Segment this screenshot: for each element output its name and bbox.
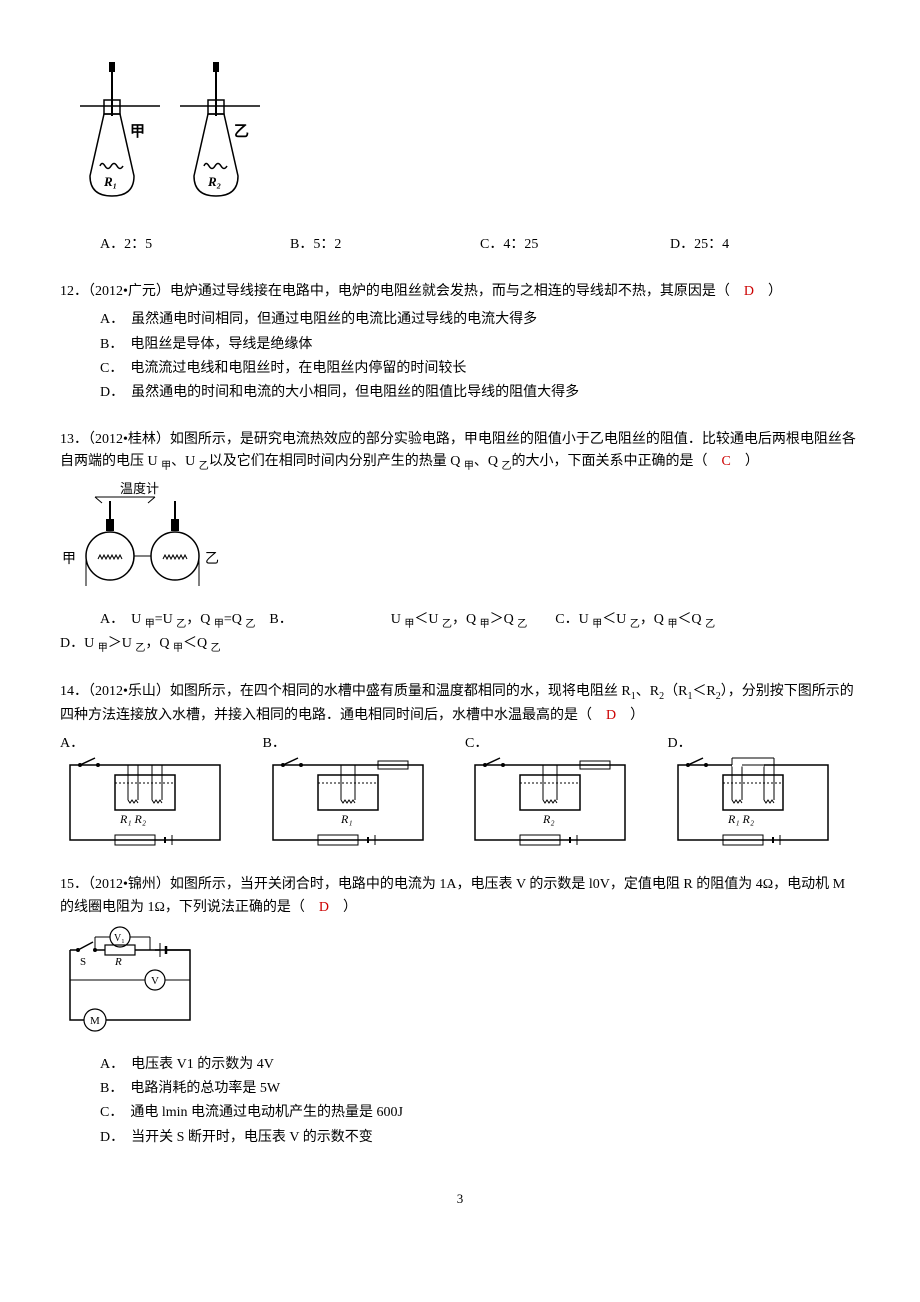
q11-label-right: 乙 — [234, 124, 249, 140]
q14-answer: D — [606, 708, 616, 723]
q11-label-left: 甲 — [130, 123, 145, 140]
question-12: 12．（2012•广元）电炉通过导线接在电路中，电炉的电阻丝就会发热，而与之相连… — [60, 281, 860, 405]
q11-opt-b: B．5：2 — [290, 234, 480, 256]
q15-stem: 15．（2012•锦州）如图所示，当开关闭合时，电路中的电流为 1A，电压表 V… — [60, 874, 860, 919]
q12-opt-c: C． 电流流过电线和电阻丝时，在电阻丝内停留的时间较长 — [100, 358, 860, 380]
q11-options: A．2：5 B．5：2 C．4：25 D．25：4 — [100, 234, 860, 256]
q14-label-d: D． — [668, 736, 692, 751]
q12-options: A． 虽然通电时间相同，但通过电阻丝的电流比通过导线的电流大得多 B． 电阻丝是… — [100, 309, 860, 405]
q15-figure: V₁ S R V M — [60, 925, 860, 1043]
q14-circuit-c: R₂ — [465, 755, 635, 850]
q13-options: A． U 甲=U 乙，Q 甲=Q 乙 B． U 甲＜U 乙，Q 甲＞Q 乙 C．… — [100, 609, 860, 657]
q11-label-r1: R₁ — [103, 174, 117, 189]
q13-right-label: 乙 — [205, 551, 219, 567]
q12-stem: 12．（2012•广元）电炉通过导线接在电路中，电炉的电阻丝就会发热，而与之相连… — [60, 281, 860, 303]
svg-text:R: R — [114, 956, 122, 968]
q15-stem-text: （2012•锦州）如图所示，当开关闭合时，电路中的电流为 1A，电压表 V 的示… — [60, 877, 845, 914]
q13-thermo-label: 温度计 — [120, 481, 159, 496]
q13-answer: C — [721, 454, 730, 469]
q11-opt-c: C．4：25 — [480, 234, 670, 256]
svg-text:S: S — [80, 956, 86, 968]
q11-label-r2: R₂ — [207, 174, 221, 189]
q15-answer: D — [319, 900, 329, 915]
q15-circuit-svg: V₁ S R V M — [60, 925, 200, 1035]
q14-circuit-a: R₁ R₂ — [60, 755, 230, 850]
q15-opt-c: C． 通电 lmin 电流通过电动机产生的热量是 600J — [100, 1102, 860, 1124]
question-11: 甲 R₁ 乙 R₂ A．2：5 B．5：2 C．4：25 D．25：4 — [60, 56, 860, 257]
q13-stem: 13．（2012•桂林）如图所示，是研究电流热效应的部分实验电路，甲电阻丝的阻值… — [60, 429, 860, 475]
q15-opt-b: B． 电路消耗的总功率是 5W — [100, 1078, 860, 1100]
q13-figure: 温度计 甲 乙 — [60, 481, 860, 599]
q14-label-c: C． — [465, 736, 488, 751]
q15-options: A． 电压表 V1 的示数为 4V B． 电路消耗的总功率是 5W C． 通电 … — [100, 1054, 860, 1150]
q13-left-label: 甲 — [62, 552, 76, 567]
q12-stem-end: ） — [754, 284, 782, 299]
q14-label-b: B． — [263, 736, 286, 751]
q15-num: 15． — [60, 877, 88, 892]
svg-text:R₁: R₁ — [340, 812, 353, 826]
q13-opt-b: B． — [269, 612, 292, 627]
q13-opt-d: D．U 甲＞U 乙，Q 甲＜Q 乙 — [60, 636, 221, 651]
flask-pair-svg: 甲 R₁ 乙 R₂ — [60, 56, 260, 216]
page-number: 3 — [60, 1189, 860, 1210]
q13-opt-c: C．U 甲＜U 乙，Q 甲＜Q 乙 — [555, 612, 715, 627]
q11-opt-d: D．25：4 — [670, 234, 860, 256]
q14-circuit-b: R₁ — [263, 755, 433, 850]
q11-figure: 甲 R₁ 乙 R₂ — [60, 56, 860, 224]
q12-stem-text: （2012•广元）电炉通过导线接在电路中，电炉的电阻丝就会发热，而与之相连的导线… — [88, 284, 744, 299]
q12-num: 12． — [60, 284, 88, 299]
q11-opt-a: A．2：5 — [100, 234, 290, 256]
svg-text:V: V — [151, 975, 159, 987]
question-15: 15．（2012•锦州）如图所示，当开关闭合时，电路中的电流为 1A，电压表 V… — [60, 874, 860, 1149]
q14-label-a: A． — [60, 736, 84, 751]
q13-opt-a: A． U 甲=U 乙，Q 甲=Q 乙 — [100, 612, 255, 627]
q15-opt-a: A． 电压表 V1 的示数为 4V — [100, 1054, 860, 1076]
q15-opt-d: D． 当开关 S 断开时，电压表 V 的示数不变 — [100, 1127, 860, 1149]
question-14: 14．（2012•乐山）如图所示，在四个相同的水槽中盛有质量和温度都相同的水，现… — [60, 681, 860, 851]
q13-opt-b2: U 甲＜U 乙，Q 甲＞Q 乙 — [391, 612, 528, 627]
q12-opt-b: B． 电阻丝是导体，导线是绝缘体 — [100, 334, 860, 356]
svg-text:R₁ R₂: R₁ R₂ — [727, 812, 754, 826]
q12-answer: D — [744, 284, 754, 299]
q12-opt-d: D． 虽然通电的时间和电流的大小相同，但电阻丝的阻值比导线的阻值大得多 — [100, 382, 860, 404]
q14-circuit-d: R₁ R₂ — [668, 755, 838, 850]
q14-figures: A． R₁ R₂ B． — [60, 733, 860, 850]
thermo-flask-svg: 温度计 甲 乙 — [60, 481, 240, 591]
q12-opt-a: A． 虽然通电时间相同，但通过电阻丝的电流比通过导线的电流大得多 — [100, 309, 860, 331]
q14-num: 14． — [60, 684, 88, 699]
question-13: 13．（2012•桂林）如图所示，是研究电流热效应的部分实验电路，甲电阻丝的阻值… — [60, 429, 860, 657]
svg-text:R₂: R₂ — [542, 812, 555, 826]
svg-text:V₁: V₁ — [114, 933, 125, 944]
svg-text:M: M — [90, 1015, 100, 1027]
q13-num: 13． — [60, 432, 88, 447]
svg-text:R₁ R₂: R₁ R₂ — [119, 812, 146, 826]
q14-stem: 14．（2012•乐山）如图所示，在四个相同的水槽中盛有质量和温度都相同的水，现… — [60, 681, 860, 727]
